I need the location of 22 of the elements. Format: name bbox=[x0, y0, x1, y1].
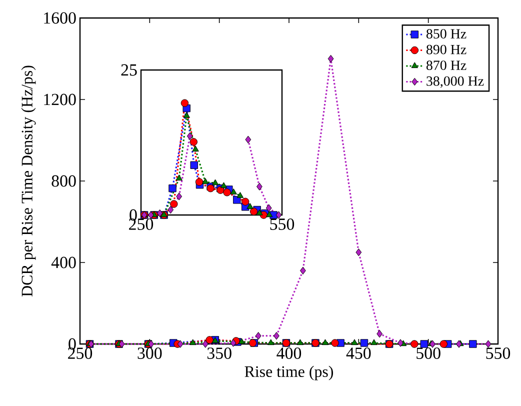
x-tick-label: 550 bbox=[486, 348, 510, 359]
x-axis-title: Rise time (ps) bbox=[244, 366, 334, 380]
y-axis-title: DCR per Rise Time Density (Hz/ps) bbox=[21, 66, 36, 296]
y-tick-label: 25 bbox=[121, 64, 137, 76]
x-tick-label: 500 bbox=[416, 348, 440, 359]
legend-label: 890 Hz bbox=[426, 44, 466, 54]
y-tick-label: 0 bbox=[68, 338, 76, 350]
y-tick-label: 800 bbox=[52, 175, 76, 187]
y-tick-label: 400 bbox=[51, 256, 76, 268]
legend-label: 38,000 Hz bbox=[426, 76, 484, 88]
x-tick-label: 250 bbox=[129, 218, 154, 230]
x-tick-label: 350 bbox=[207, 348, 232, 359]
x-tick-label: 250 bbox=[68, 348, 92, 359]
legend-label: 870 Hz bbox=[426, 60, 466, 70]
x-tick-label: 450 bbox=[346, 348, 371, 359]
x-tick-label: 300 bbox=[138, 348, 162, 359]
x-tick-label: 400 bbox=[276, 348, 302, 359]
y-tick-label: 0 bbox=[130, 209, 137, 221]
y-tick-label: 1600 bbox=[44, 12, 76, 24]
y-tick-label: 1200 bbox=[44, 94, 76, 106]
legend-label: 850 Hz bbox=[426, 29, 466, 39]
x-tick-label: 550 bbox=[270, 218, 294, 230]
